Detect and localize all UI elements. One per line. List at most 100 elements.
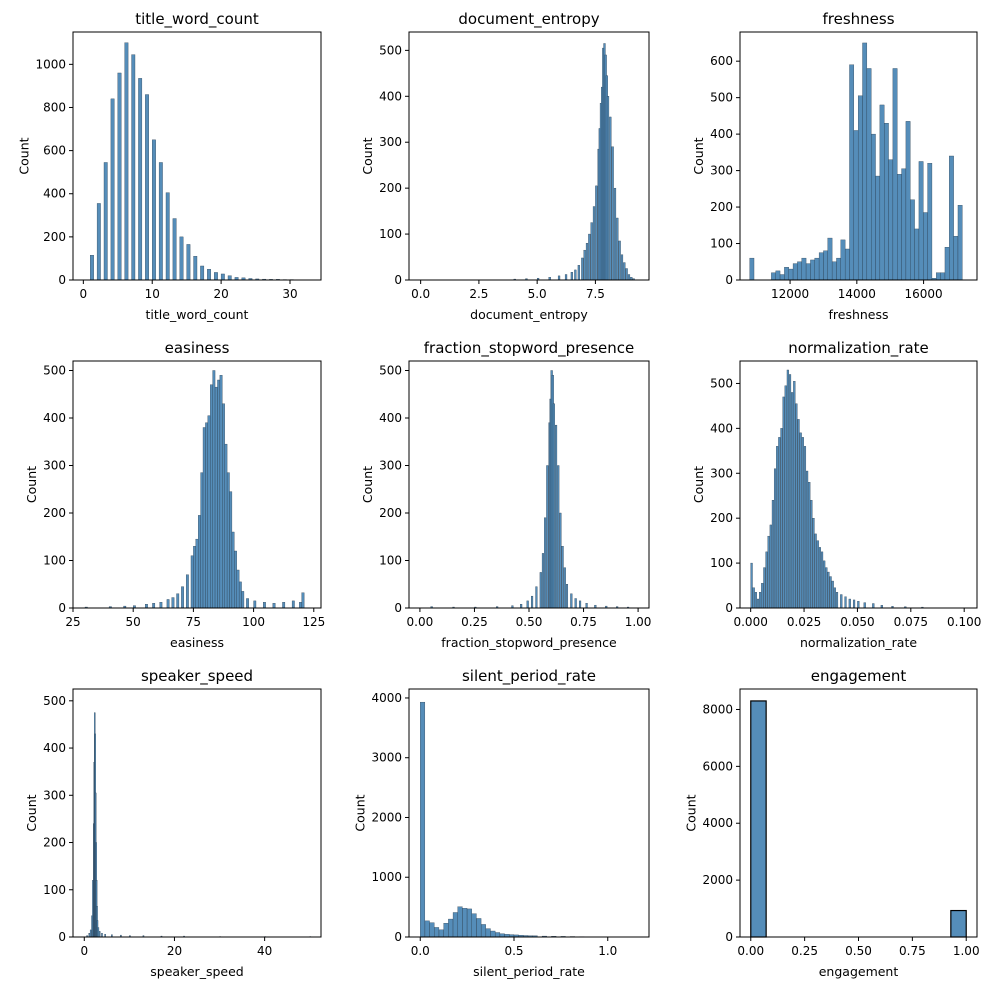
silent_period_rate-ylabel: Count <box>352 794 367 831</box>
title_word_count-xtick-label: 20 <box>213 287 228 301</box>
freshness-bar <box>853 130 859 281</box>
freshness-bar <box>857 95 863 281</box>
document_entropy-xtick-label: 0.0 <box>411 287 430 301</box>
easiness-ytick-label: 200 <box>43 506 66 520</box>
title_word_count-title: title_word_count <box>135 10 259 29</box>
document_entropy-bar <box>570 272 573 281</box>
easiness-bar <box>181 586 184 609</box>
normalization_rate-xtick-label: 0.100 <box>947 615 981 629</box>
document_entropy-xlabel: document_entropy <box>470 307 588 322</box>
speaker_speed-axes-frame <box>72 688 322 938</box>
freshness-bar <box>918 161 924 281</box>
document_entropy-bar <box>620 254 624 281</box>
normalization_rate-bar <box>833 587 836 609</box>
fraction_stopword_presence-ytick-label: 300 <box>379 459 402 473</box>
freshness-bar <box>814 257 820 281</box>
speaker_speed-bar <box>89 929 92 938</box>
normalization_rate-ytick-label: 200 <box>710 511 733 525</box>
silent_period_rate-ytick-label: 3000 <box>371 751 402 765</box>
freshness-bar <box>831 261 837 281</box>
speaker_speed-ytick-label: 200 <box>43 836 66 850</box>
fraction_stopword_presence-ytick-label: 200 <box>379 506 402 520</box>
freshness-bar <box>849 64 855 281</box>
freshness-bar <box>884 123 889 281</box>
speaker_speed-ylabel: Count <box>24 794 39 831</box>
engagement-xtick-label: 0.00 <box>737 944 764 958</box>
normalization_rate-bar <box>795 403 798 609</box>
easiness-ytick-label: 0 <box>58 601 66 615</box>
speaker_speed-panel: 0 20 400100200300400500speaker_speedspeake… <box>24 667 322 979</box>
easiness-bar <box>193 546 196 609</box>
easiness-bar <box>253 600 257 609</box>
speaker_speed-bar <box>98 931 101 938</box>
normalization_rate-bar <box>823 560 826 609</box>
normalization_rate-bar <box>806 470 809 609</box>
easiness-bar <box>263 602 266 609</box>
normalization_rate-bars <box>750 369 924 609</box>
normalization_rate-xtick-label: 0.050 <box>840 615 874 629</box>
document_entropy-bar <box>606 96 610 281</box>
freshness-bar <box>940 272 946 281</box>
normalization_rate-bar <box>808 482 811 609</box>
silent_period_rate-bar <box>471 913 477 938</box>
normalization_rate-axes-frame <box>739 360 978 609</box>
normalization_rate-xtick-label: 0.075 <box>894 615 928 629</box>
document_entropy-ytick-label: 100 <box>379 227 402 241</box>
title_word_count-bar <box>200 265 205 281</box>
easiness-bar <box>145 604 148 609</box>
easiness-xtick-label: 50 <box>126 615 141 629</box>
freshness-axes-frame <box>739 31 978 281</box>
easiness-bar <box>152 603 156 609</box>
silent_period_rate-bar <box>495 932 501 938</box>
freshness-bar <box>836 257 841 281</box>
normalization_rate-xtick-label: 0.000 <box>733 615 767 629</box>
document_entropy-bar <box>623 262 626 281</box>
easiness-bar <box>231 531 235 609</box>
freshness-bar <box>775 270 781 281</box>
easiness-bar <box>234 550 237 609</box>
fraction_stopword_presence-ytick-label: 100 <box>379 554 402 568</box>
easiness-bar <box>190 555 194 609</box>
fraction_stopword_presence-bar <box>539 572 542 609</box>
fraction_stopword_presence-bar <box>565 584 569 609</box>
document_entropy-bar <box>577 265 580 281</box>
title_word_count-bar <box>179 236 184 281</box>
document_entropy-bar <box>618 240 621 281</box>
normalization_rate-bar <box>759 592 762 609</box>
silent_period_rate-bar <box>481 924 486 938</box>
silent_period_rate-bars <box>420 701 622 938</box>
normalization_rate-panel: 0.000 0.025 0.050 0.075 0.100 0 100 200 300 400 50… <box>691 339 982 650</box>
freshness-xtick-label: 14000 <box>838 287 876 301</box>
title_word_count-xlabel: title_word_count <box>146 307 249 322</box>
title_word_count-bars <box>90 42 294 281</box>
easiness-bar <box>272 603 276 609</box>
easiness-bar <box>229 491 233 609</box>
freshness-ytick-label: 600 <box>710 54 733 68</box>
fraction_stopword_presence-bar <box>557 465 560 609</box>
normalization_rate-bar <box>803 446 807 609</box>
normalization_rate-title: normalization_rate <box>788 339 929 358</box>
speaker_speed-ytick-label: 100 <box>43 883 66 897</box>
fraction_stopword_presence-title: fraction_stopword_presence <box>424 339 635 358</box>
silent_period_rate-xtick-label: 0.5 <box>504 944 523 958</box>
document_entropy-bar <box>564 274 568 281</box>
silent_period_rate-bar <box>448 918 454 938</box>
silent_period_rate-bar <box>429 922 435 938</box>
easiness-bar <box>224 443 228 609</box>
normalization_rate-bar <box>765 551 768 609</box>
easiness-bar <box>236 569 240 609</box>
document_entropy-xtick-label: 5.0 <box>528 287 547 301</box>
easiness-bar <box>214 386 218 609</box>
title_word_count-ytick-label: 1000 <box>35 57 66 71</box>
fraction_stopword_presence-bar <box>535 586 538 609</box>
freshness-bar <box>771 272 776 281</box>
easiness-xtick-label: 125 <box>302 615 325 629</box>
freshness-bar <box>792 263 798 281</box>
fraction_stopword_presence-xtick-label: 0.25 <box>461 615 488 629</box>
silent_period_rate-bar <box>452 912 458 938</box>
fraction_stopword_presence-ytick-label: 0 <box>394 601 402 615</box>
document_entropy-bar <box>581 257 584 281</box>
document_entropy-bar <box>616 217 619 281</box>
engagement-xtick-label: 0.50 <box>845 944 872 958</box>
